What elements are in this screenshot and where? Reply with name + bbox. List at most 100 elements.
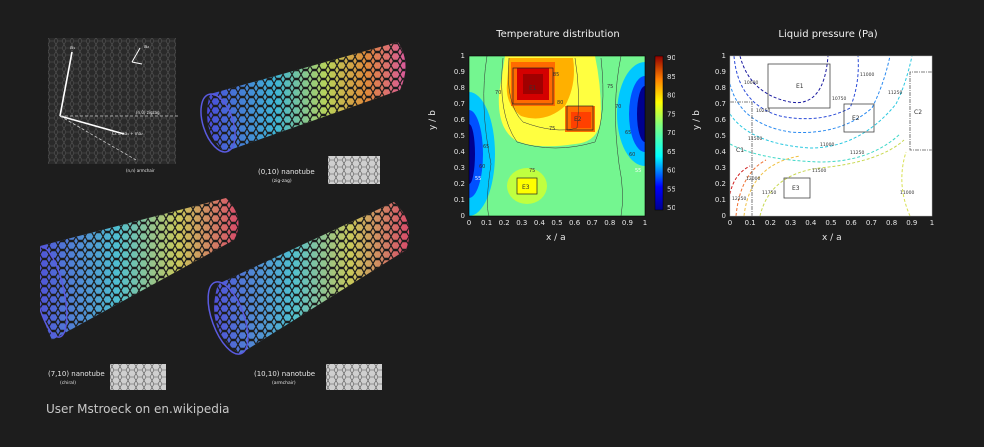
pressure-c2-label: C2 [914,109,922,116]
pressure-x-tick: 0.2 [765,219,776,227]
pressure-contour-label: 11500 [748,136,762,142]
nanotube-figure: a₁ a₂ (n,0) zigzag Cₕ = na₁ + ma₂ (n,n) … [32,38,410,390]
pressure-x-tick: 0.5 [825,219,836,227]
temp-contour-label: 70 [615,104,621,110]
tube-armchair-label: (10,10) nanotube [254,370,315,378]
tube-chiral-label: (7,10) nanotube [48,370,105,378]
pressure-x-tick: 0.6 [846,219,858,227]
temp-contour-label: 75 [549,126,555,132]
temp-contour-label: 65 [483,144,489,150]
temp-colorbar-tick: 60 [667,167,675,175]
pressure-plot: E1 E2 E3 C1 C2 10000 10250 10750 11000 1… [715,52,934,227]
pressure-e2-label: E2 [852,115,860,122]
pressure-contour-label: 11500 [812,168,826,174]
pressure-x-tick: 0.3 [785,219,796,227]
temp-y-tick: 0.2 [454,180,465,188]
graphene-lattice [48,38,180,164]
pressure-y-tick: 0.1 [715,196,726,204]
temp-y-tick: 0.8 [454,84,465,92]
temp-x-tick: 0.7 [587,219,598,227]
pressure-y-tick: 0.3 [715,164,726,172]
pressure-x-tick: 0.4 [805,219,817,227]
temp-colorbar-tick: 50 [667,204,675,212]
pressure-plot-title: Liquid pressure (Pa) [778,29,878,40]
tube-zigzag-sub: (zig-zag) [272,178,292,184]
temp-x-tick: 0.9 [622,219,633,227]
temperature-plot: E1 E2 E3 70 75 80 85 65 60 55 75 70 65 6… [454,52,675,227]
temp-x-tick: 0.6 [569,219,581,227]
temp-y-tick: 0.1 [454,196,465,204]
temp-y-tick: 0.7 [454,100,465,108]
temp-x-tick: 1 [643,219,647,227]
nanotube-zigzag [200,42,406,153]
temp-x-tick: 0.3 [516,219,527,227]
chiral-vector-label: Cₕ = na₁ + ma₂ [112,131,143,136]
pressure-y-tick: 0 [722,212,726,220]
pressure-y-tick: 1 [722,52,726,60]
pressure-e1-label: E1 [796,83,804,90]
tube-zigzag-label: (0,10) nanotube [258,168,315,176]
temp-xlabel: x / a [546,233,566,243]
tube-chiral-sub: (chiral) [60,380,76,386]
pressure-element-c1 [730,101,753,216]
pressure-y-tick: 0.7 [715,100,726,108]
temp-colorbar-tick: 75 [667,110,675,118]
temp-colorbar-tick: 85 [667,73,675,81]
pressure-contour-label: 10750 [832,96,846,102]
temp-y-tick: 0.6 [454,116,466,124]
temp-x-tick: 0.2 [499,219,510,227]
image-credit: User Mstroeck on en.wikipedia [46,402,230,416]
tube-armchair-sub: (armchair) [272,380,296,386]
temp-y-tick: 0.9 [454,68,465,76]
pressure-y-tick: 0.4 [715,148,727,156]
temp-colorbar-tick: 65 [667,148,675,156]
pressure-x-tick: 0 [728,219,732,227]
temp-e2-label: E2 [574,116,582,123]
a2-label: a₂ [144,44,149,50]
pressure-contour-label: 12250 [732,196,746,202]
pressure-y-tick: 0.2 [715,180,726,188]
pressure-xlabel: x / a [822,233,842,243]
temp-contour-label: 60 [479,164,485,170]
temp-e1-label: E1 [529,85,537,92]
pressure-x-tick: 0.1 [745,219,756,227]
temp-y-tick: 0 [461,212,465,220]
pressure-contour-label: 11250 [850,150,864,156]
nanotube-illustration: a₁ a₂ (n,0) zigzag Cₕ = na₁ + ma₂ (n,n) … [32,34,420,394]
temp-ylabel: y / b [428,110,438,130]
temp-x-tick: 0.5 [551,219,562,227]
temp-colorbar-tick: 90 [667,54,675,62]
pressure-contour-label: 11250 [888,90,902,96]
pressure-contour-label: 10000 [744,80,758,86]
temp-contour-label: 85 [553,72,559,78]
pressure-contour-label: 10250 [756,108,770,114]
temp-contour-label: 75 [607,84,613,90]
temp-colorbar-tick: 80 [667,92,675,100]
temp-x-tick: 0.8 [604,219,615,227]
temp-y-tick: 0.4 [454,148,466,156]
temp-element-e2 [566,105,594,131]
pressure-x-tick: 0.8 [886,219,897,227]
temp-x-tick: 0 [467,219,471,227]
temp-element-e3 [516,177,538,195]
pressure-contour-label: 11000 [820,142,834,148]
pressure-x-tick: 1 [930,219,934,227]
temp-contour-label: 75 [529,168,535,174]
temperature-plot-title: Temperature distribution [496,29,620,40]
temp-contour-label: 65 [625,130,631,136]
pressure-c1-label: C1 [736,147,744,154]
armchair-label: (n,n) armchair [126,168,155,173]
temp-contour-label: 80 [557,100,563,106]
temp-x-tick: 0.1 [481,219,492,227]
temp-contour-label: 55 [635,168,641,174]
pressure-contour-label: 11000 [900,190,914,196]
temp-contour-label: 55 [475,176,481,182]
temp-colorbar-tick: 55 [667,185,675,193]
pressure-y-tick: 0.5 [715,132,726,140]
temp-colorbar-tick: 70 [667,129,675,137]
temp-x-tick: 0.4 [534,219,546,227]
pressure-contour-label: 11750 [762,190,776,196]
pressure-contour-label: 11000 [860,72,874,78]
temp-contour-label: 70 [495,90,501,96]
pressure-x-tick: 0.9 [906,219,917,227]
